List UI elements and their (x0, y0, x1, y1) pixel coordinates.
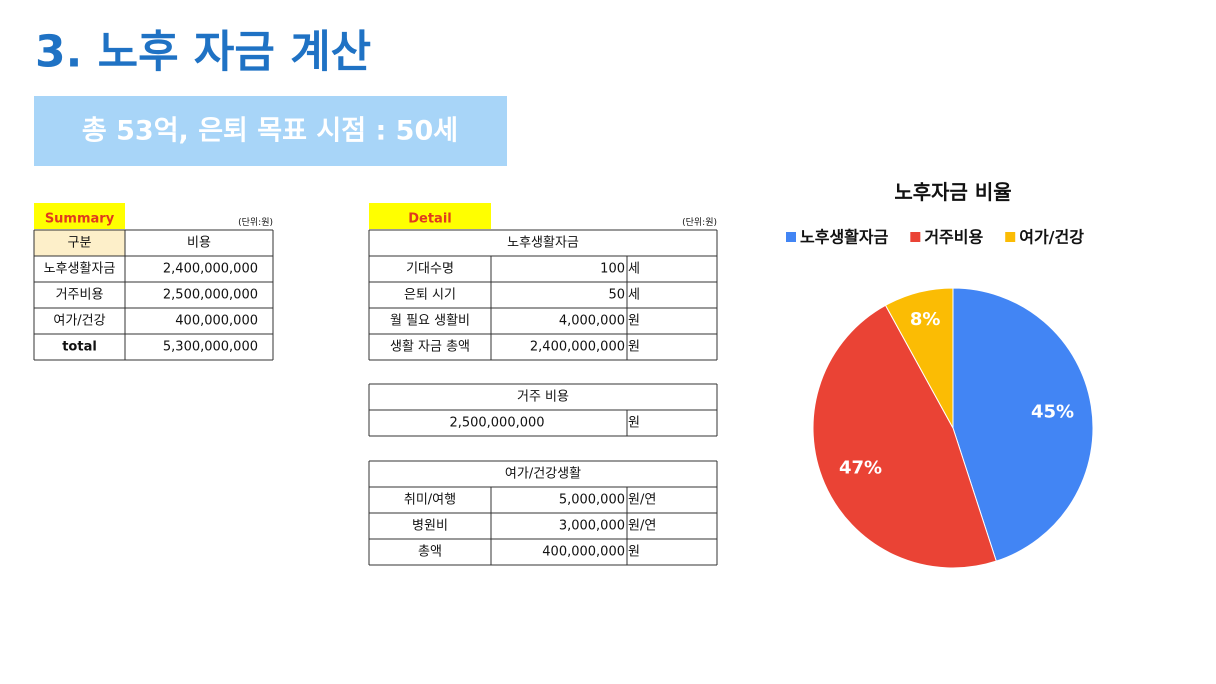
section-title: 노후생활자금 (507, 236, 579, 251)
row-label: 병원비 (412, 519, 448, 534)
pie-slice (952, 287, 1094, 562)
cell-value: 2,500,000,000 (449, 416, 544, 431)
cell-unit: 세 (628, 288, 640, 303)
row-label: 월 필요 생활비 (390, 314, 470, 329)
cell-value: 100 (600, 262, 625, 277)
cell-unit: 원/연 (628, 493, 656, 508)
cell-value: 5,300,000,000 (163, 340, 258, 355)
row-label: 거주비용 (56, 288, 104, 303)
detail-label: Detail (408, 212, 452, 227)
cell-unit: 원 (628, 340, 640, 355)
cell-unit: 원 (628, 416, 640, 431)
legend-label: 거주비용 (924, 228, 983, 247)
data-label: 8% (910, 309, 941, 330)
cell-value: 2,400,000,000 (163, 262, 258, 277)
cell-value: 4,000,000 (559, 314, 625, 329)
column-header: 비용 (187, 236, 211, 251)
cell-unit: 원/연 (628, 519, 656, 534)
row-label: 여가/건강 (53, 314, 105, 329)
legend-label: 노후생활자금 (800, 228, 889, 247)
row-label: 총액 (418, 545, 442, 560)
data-label: 45% (1031, 402, 1074, 423)
legend-swatch (1005, 232, 1016, 242)
cell-value: 50 (608, 288, 625, 303)
pie-slice (812, 304, 997, 569)
cell-value: 2,400,000,000 (530, 340, 625, 355)
row-label: 생활 자금 총액 (390, 340, 470, 355)
cell-value: 5,000,000 (559, 493, 625, 508)
chart-title: 노후자금 비율 (894, 180, 1011, 204)
cell-unit: 원 (628, 314, 640, 329)
cell-unit: 세 (628, 262, 640, 277)
unit-label: (단위:원) (238, 217, 273, 228)
column-header: 구분 (68, 236, 92, 251)
row-label: 은퇴 시기 (404, 288, 456, 303)
header-cell (34, 230, 125, 256)
section-title: 거주 비용 (517, 390, 569, 405)
row-label: 취미/여행 (404, 492, 456, 508)
row-label: total (62, 340, 97, 355)
cell-value: 3,000,000 (559, 519, 625, 534)
banner-text: 총 53억, 은퇴 목표 시점 : 50세 (82, 116, 458, 147)
cell-value: 2,500,000,000 (163, 288, 258, 303)
cell-unit: 원 (628, 545, 640, 560)
row-label: 노후생활자금 (44, 262, 116, 277)
banner-box (34, 96, 507, 166)
cell-value: 400,000,000 (542, 545, 625, 560)
section-title: 여가/건강생활 (505, 467, 581, 482)
summary-label-box (34, 203, 125, 229)
legend-swatch (786, 232, 796, 242)
legend-swatch (910, 232, 921, 242)
data-label: 47% (839, 458, 882, 479)
legend-label: 여가/건강 (1019, 228, 1084, 247)
row-label: 기대수명 (406, 262, 454, 277)
summary-label: Summary (45, 212, 115, 227)
unit-label: (단위:원) (682, 217, 717, 228)
detail-label-box (369, 203, 491, 229)
slide-title: 3. 노후 자금 계산 (35, 27, 371, 78)
pie-slice (884, 287, 954, 429)
cell-value: 400,000,000 (175, 314, 258, 329)
